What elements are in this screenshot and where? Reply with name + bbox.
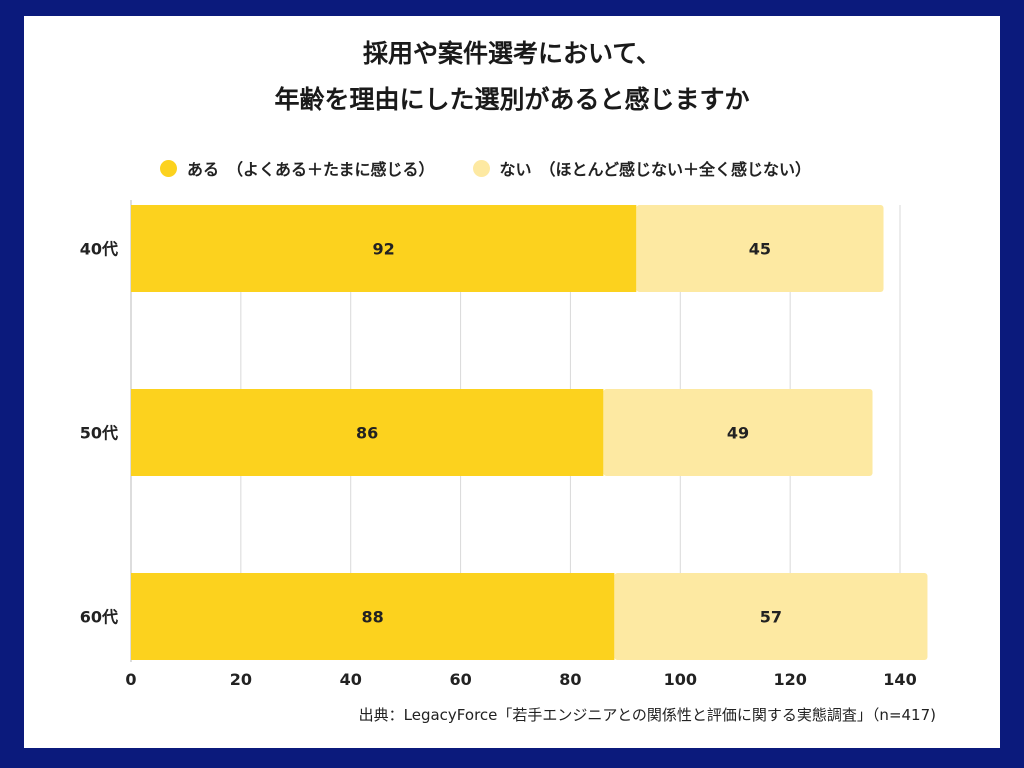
x-tick-label: 80 <box>559 670 581 689</box>
data-label: 49 <box>727 424 749 443</box>
legend: ある （よくある＋たまに感じる） ない （ほとんど感じない＋全く感じない） <box>160 156 849 180</box>
data-label: 92 <box>373 240 395 259</box>
x-tick-label: 0 <box>125 670 136 689</box>
bar-segment <box>131 389 604 476</box>
bar-segment <box>614 573 928 660</box>
data-label: 57 <box>760 608 782 627</box>
chart-title-line-2: 年齢を理由にした選別があると感じますか <box>274 85 750 114</box>
bar-segment <box>603 389 873 476</box>
chart-title-line-1: 採用や案件選考において、 <box>362 39 661 68</box>
legend-swatch <box>160 159 177 177</box>
y-category-label: 50代 <box>80 424 118 443</box>
x-tick-label: 40 <box>340 670 362 689</box>
legend-swatch <box>472 159 490 177</box>
x-tick-label: 140 <box>883 670 916 689</box>
x-tick-label: 60 <box>449 670 471 689</box>
bar-segment <box>131 205 637 292</box>
legend-label: ある （よくある＋たまに感じる） <box>187 160 435 179</box>
legend-label: ない （ほとんど感じない＋全く感じない） <box>499 160 812 179</box>
bar-segment <box>636 205 884 292</box>
y-category-label: 60代 <box>80 608 118 627</box>
y-category-label: 40代 <box>80 240 118 259</box>
data-label: 45 <box>749 240 771 259</box>
x-tick-label: 100 <box>664 670 697 689</box>
legend-item-nai: ない （ほとんど感じない＋全く感じない） <box>472 156 812 180</box>
legend-item-aru: ある （よくある＋たまに感じる） <box>160 156 435 180</box>
bar-segment <box>131 573 615 660</box>
source-note: 出典：LegacyForce「若手エンジニアとの関係性と評価に関する実態調査」（… <box>358 706 936 724</box>
x-tick-label: 120 <box>773 670 806 689</box>
data-label: 88 <box>362 608 384 627</box>
x-tick-label: 20 <box>230 670 252 689</box>
data-label: 86 <box>356 424 378 443</box>
